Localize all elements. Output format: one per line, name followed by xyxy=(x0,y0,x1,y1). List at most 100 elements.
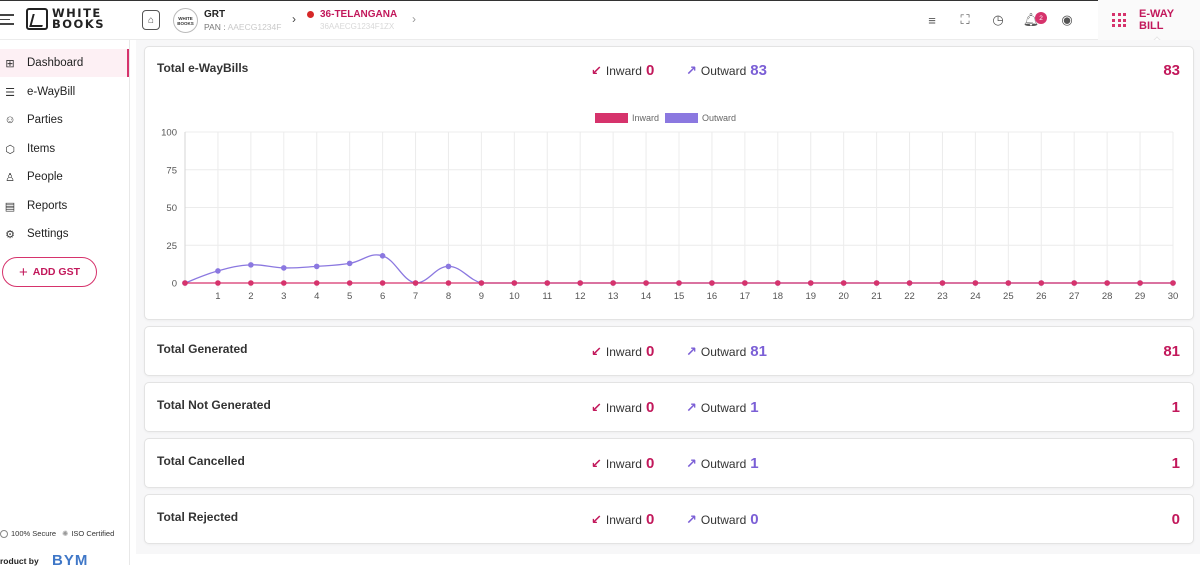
card-total: 81 xyxy=(1163,343,1180,360)
legend-swatch xyxy=(665,113,699,123)
card-total: 1 xyxy=(1171,399,1180,416)
data-point-inward xyxy=(775,280,781,286)
x-tick-label: 9 xyxy=(479,291,484,302)
home-icon[interactable]: ⌂ xyxy=(142,10,160,30)
sidebar-item-ewaybill[interactable]: ☰ e-WayBill xyxy=(0,78,129,106)
outward-stat[interactable]: ↗ Outward 81 xyxy=(686,343,767,360)
legend-outward[interactable]: Outward xyxy=(665,113,736,123)
summary-card-not-generated: Total Not Generated ↙ Inward 0 ↗ Outward 1… xyxy=(144,382,1194,432)
x-tick-label: 16 xyxy=(707,291,718,302)
inward-stat[interactable]: ↙ Inward 0 xyxy=(591,511,655,528)
sidebar-item-label: Items xyxy=(27,143,56,155)
sidebar-item-items[interactable]: ⬡ Items xyxy=(0,135,129,163)
iso-icon: ✺ xyxy=(62,529,69,538)
data-point-inward xyxy=(379,280,386,286)
summary-card-generated: Total Generated ↙ Inward 0 ↗ Outward 81 81 xyxy=(144,326,1194,376)
x-tick-label: 10 xyxy=(509,291,520,302)
arrow-down-left-icon: ↙ xyxy=(591,344,602,359)
ewaybill-icon: ☰ xyxy=(5,86,15,99)
x-tick-label: 17 xyxy=(740,291,751,302)
box-icon: ⬡ xyxy=(5,143,15,156)
data-point-inward xyxy=(511,280,518,286)
outward-stat[interactable]: ↗ Outward 1 xyxy=(686,455,759,472)
outward-stat[interactable]: ↗ Outward 0 xyxy=(686,511,759,528)
x-tick-label: 6 xyxy=(380,291,385,302)
x-tick-label: 15 xyxy=(674,291,685,302)
state-selector[interactable]: 36-TELANGANA xyxy=(320,9,398,20)
x-tick-label: 30 xyxy=(1168,291,1179,302)
x-tick-label: 22 xyxy=(904,291,915,302)
card-total: 1 xyxy=(1171,455,1180,472)
inward-stat[interactable]: ↙ Inward 0 xyxy=(591,455,655,472)
summary-card-total: Total e-WayBills ↙ Inward 0 ↗ Outward 83 8… xyxy=(144,46,1194,320)
data-point-inward xyxy=(215,280,221,286)
outward-stat[interactable]: ↗ Outward 1 xyxy=(686,399,759,416)
menu-icon[interactable] xyxy=(0,14,14,26)
inward-stat[interactable]: ↙ Inward 0 xyxy=(591,399,655,416)
inward-stat[interactable]: ↙ Inward 0 xyxy=(591,343,655,360)
x-tick-label: 8 xyxy=(446,291,451,302)
data-point-outward xyxy=(281,265,287,271)
sidebar-item-label: Parties xyxy=(27,114,63,126)
data-point-inward xyxy=(478,280,485,286)
add-gst-button[interactable]: + ADD GST xyxy=(2,257,97,287)
org-avatar[interactable]: WHITE BOOKS xyxy=(173,8,198,33)
data-point-inward xyxy=(1005,280,1012,286)
data-point-outward xyxy=(215,268,221,274)
chevron-right-icon: › xyxy=(292,12,296,26)
sidebar-item-parties[interactable]: ☺ Parties xyxy=(0,106,129,134)
outward-stat[interactable]: ↗ Outward 83 xyxy=(686,62,767,79)
data-point-inward xyxy=(939,280,946,286)
app-switcher[interactable]: E-WAY BILL xyxy=(1098,0,1200,40)
logo-mark-icon xyxy=(26,8,48,30)
legend-inward[interactable]: Inward xyxy=(595,113,659,123)
org-name[interactable]: GRT xyxy=(204,9,226,20)
data-point-inward xyxy=(610,280,616,286)
playlist-add-icon[interactable]: ≡ xyxy=(928,12,936,28)
shield-icon xyxy=(0,529,8,538)
sidebar-item-label: Dashboard xyxy=(27,57,84,69)
gear-icon: ⚙ xyxy=(5,228,15,241)
bym-logo: BYM xyxy=(52,552,89,569)
data-point-inward xyxy=(412,280,419,286)
data-point-inward xyxy=(972,280,979,286)
data-point-inward xyxy=(346,280,353,286)
summary-card-rejected: Total Rejected ↙ Inward 0 ↗ Outward 0 0 xyxy=(144,494,1194,544)
fullscreen-icon[interactable]: ⛶ xyxy=(960,12,970,27)
brand-logo[interactable]: WHITE BOOKS xyxy=(26,7,105,30)
chevron-right-icon[interactable]: › xyxy=(412,12,416,26)
sidebar-item-settings[interactable]: ⚙ Settings xyxy=(0,220,129,248)
dashboard-icon: ⊞ xyxy=(5,57,15,70)
data-point-inward xyxy=(313,280,320,286)
card-title: Total Not Generated xyxy=(157,398,271,412)
org-pan: PAN : AAECG1234F xyxy=(204,22,282,32)
history-icon[interactable]: ◷ xyxy=(992,12,1004,27)
data-point-inward xyxy=(873,280,880,286)
inward-stat[interactable]: ↙ Inward 0 xyxy=(591,62,655,79)
sidebar-item-dashboard[interactable]: ⊞ Dashboard xyxy=(0,49,129,77)
sidebar-item-people[interactable]: ♙ People xyxy=(0,163,129,191)
chart-legend: Inward Outward xyxy=(595,113,742,123)
arrow-up-right-icon: ↗ xyxy=(686,63,697,78)
x-tick-label: 23 xyxy=(937,291,948,302)
account-icon[interactable]: ◉ xyxy=(1061,12,1073,27)
arrow-up-right-icon: ↗ xyxy=(686,344,697,359)
data-point-outward xyxy=(313,263,320,270)
data-point-inward xyxy=(445,280,452,286)
parties-icon: ☺ xyxy=(4,114,16,126)
x-tick-label: 24 xyxy=(970,291,981,302)
sidebar-item-reports[interactable]: ▤ Reports xyxy=(0,192,129,220)
legend-swatch xyxy=(595,113,628,123)
data-point-outward xyxy=(379,253,386,259)
reports-icon: ▤ xyxy=(4,200,16,213)
card-total: 83 xyxy=(1163,62,1180,79)
apps-grid-icon xyxy=(1112,13,1126,27)
x-tick-label: 1 xyxy=(215,291,220,302)
summary-card-cancelled: Total Cancelled ↙ Inward 0 ↗ Outward 1 1 xyxy=(144,438,1194,488)
data-point-inward xyxy=(906,280,913,286)
card-title: Total Rejected xyxy=(157,510,239,524)
top-border-line xyxy=(0,0,1122,1)
x-tick-label: 7 xyxy=(413,291,418,302)
add-gst-label: ADD GST xyxy=(32,266,80,278)
